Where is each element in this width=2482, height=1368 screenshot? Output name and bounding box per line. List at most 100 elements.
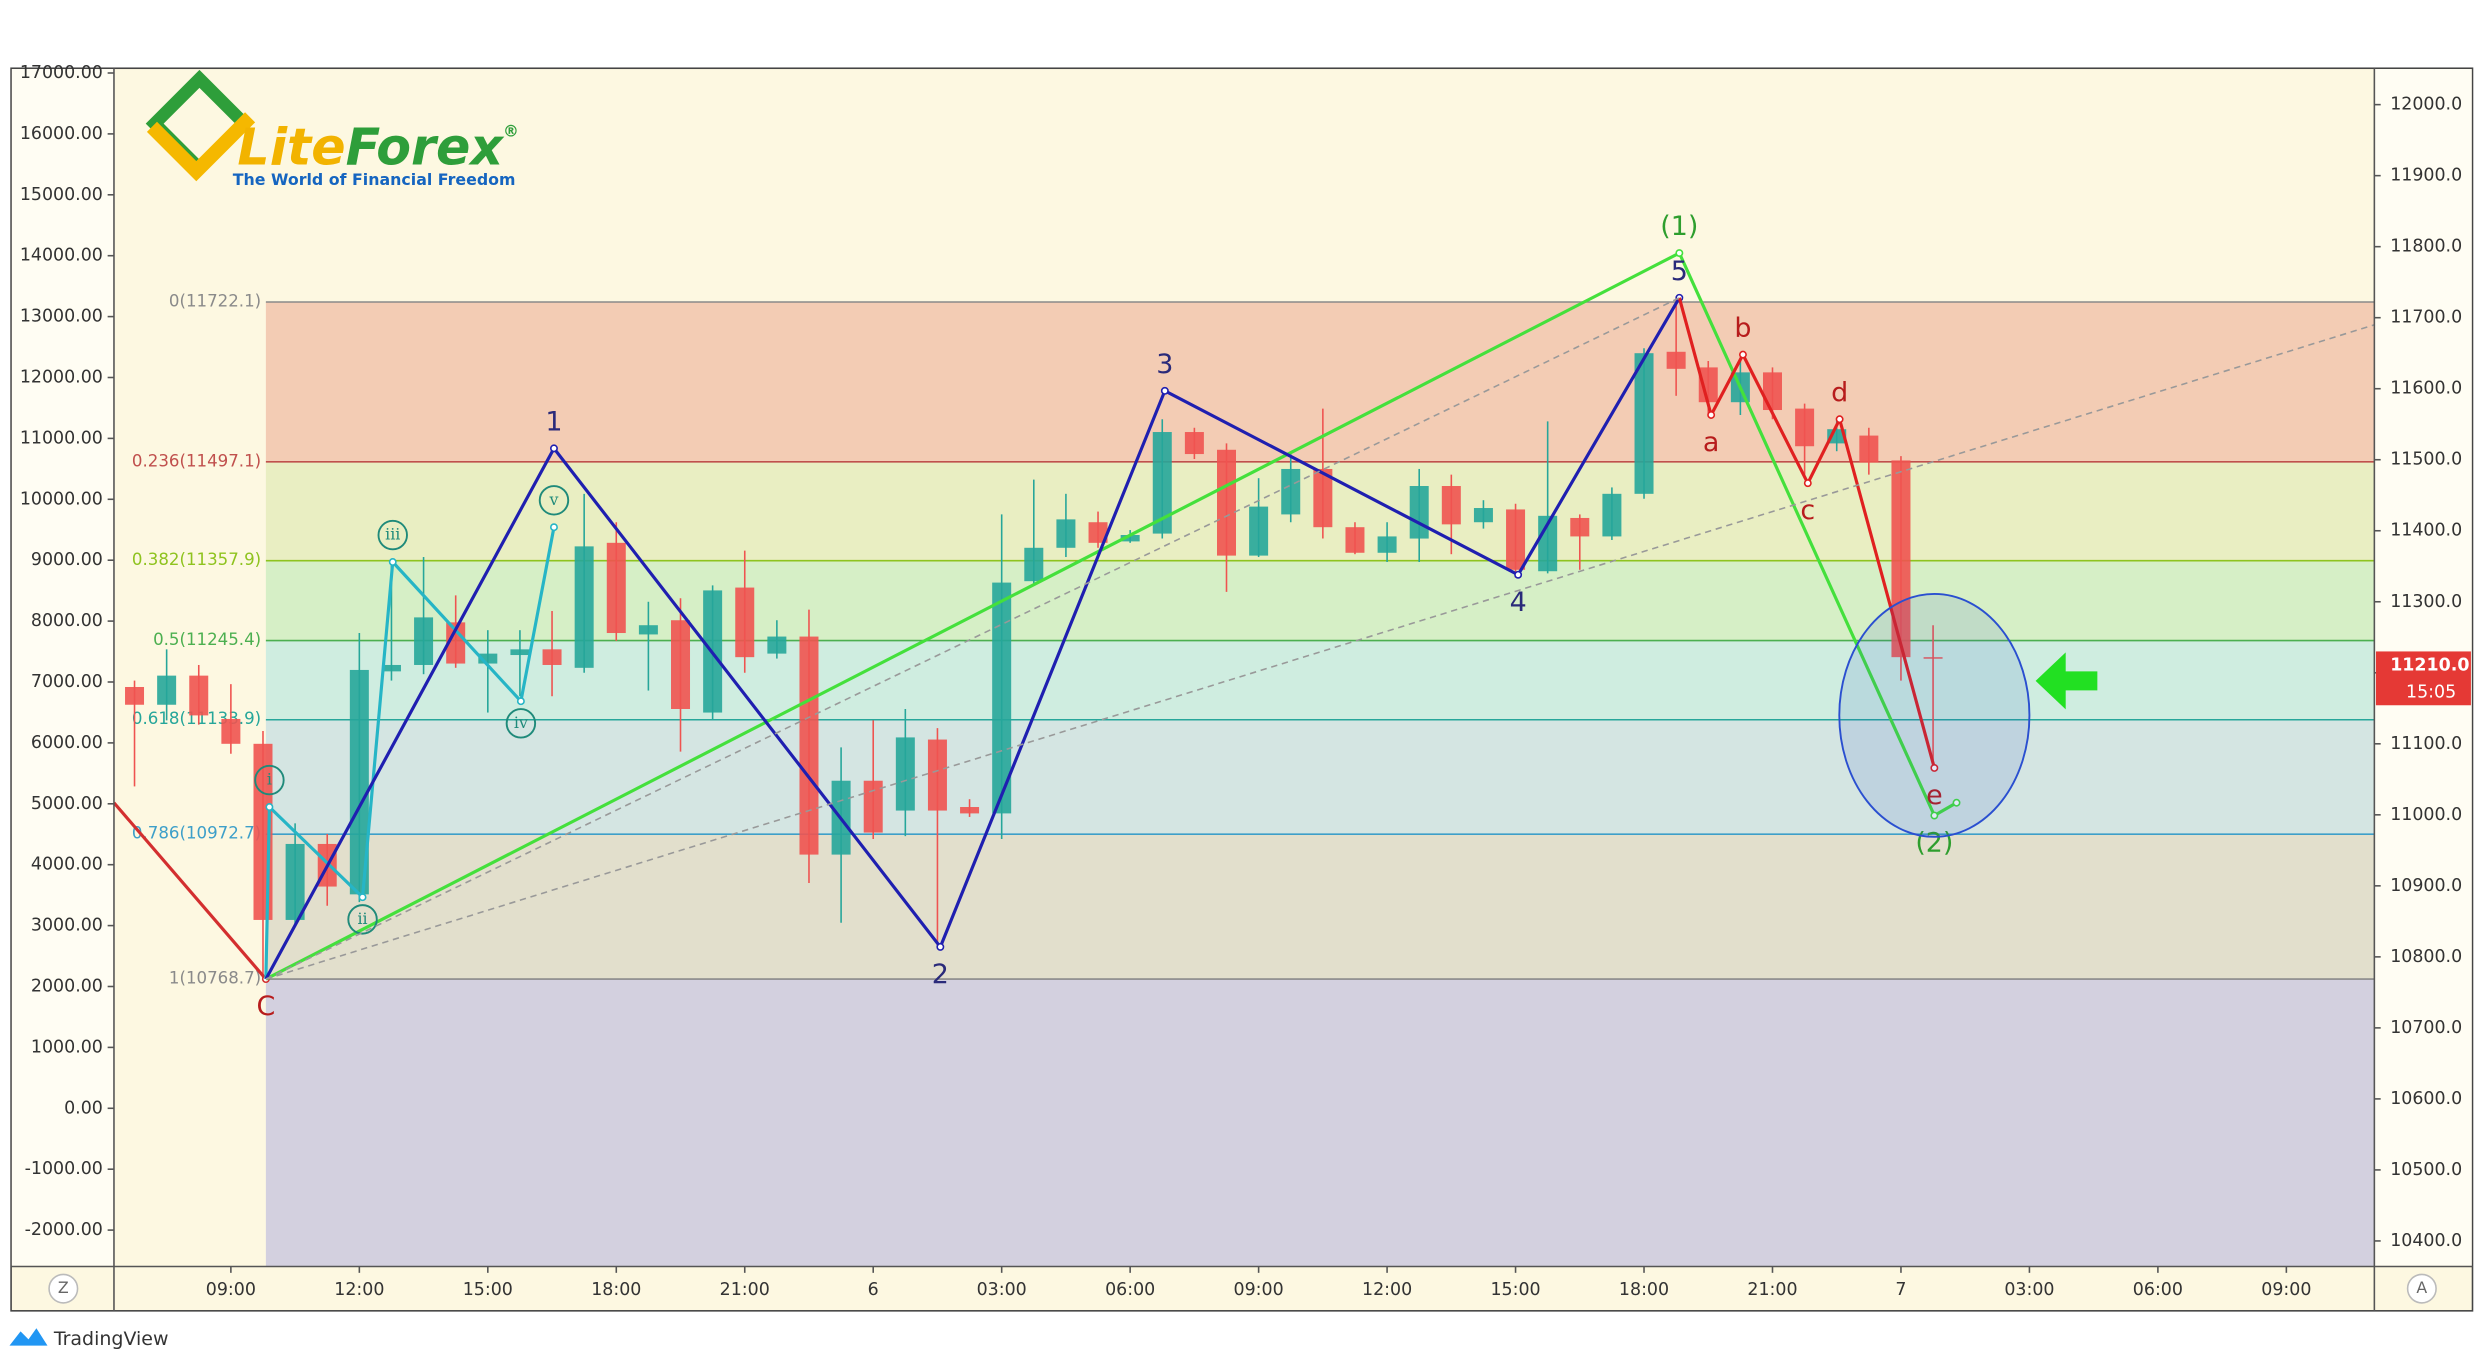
candle-body xyxy=(1024,547,1044,582)
candle-body xyxy=(1152,432,1172,534)
x-tick-label: 06:00 xyxy=(2133,1280,2183,1300)
y-tick-label: 15000.00 xyxy=(20,185,103,205)
candle-body xyxy=(960,807,980,814)
candle-body xyxy=(1441,486,1461,525)
candle-body xyxy=(381,664,401,672)
y2-tick-label: 11100.0 xyxy=(2390,734,2462,754)
logo-icon xyxy=(146,112,256,182)
wave-label: v xyxy=(549,490,559,509)
wave-label: e xyxy=(1926,780,1943,811)
wave-label: i xyxy=(267,770,272,789)
y-tick-label: 13000.00 xyxy=(20,307,103,327)
x-tick-label: 12:00 xyxy=(334,1280,384,1300)
wave-vertex xyxy=(1160,386,1169,395)
candle-body xyxy=(735,587,755,658)
y-tick-label: 0.00 xyxy=(64,1098,103,1118)
button-label[interactable]: Z xyxy=(58,1278,69,1297)
y-tick-label: 5000.00 xyxy=(31,794,103,814)
wave-label: 1 xyxy=(545,407,562,438)
logo: LiteForex® The World of Financial Freedo… xyxy=(145,69,519,189)
candle-body xyxy=(478,653,498,664)
candle-body xyxy=(1313,468,1333,528)
fib-zone xyxy=(265,301,2375,462)
wave-line xyxy=(1677,297,1936,769)
fib-label: 0.236(11497.1) xyxy=(132,451,261,470)
candle-body xyxy=(510,649,530,656)
fib-label: 1(10768.7) xyxy=(169,969,261,988)
candle-body xyxy=(125,686,145,705)
last-price-tag xyxy=(2375,651,2471,706)
candle-body xyxy=(1698,367,1718,403)
x-tick-label: 18:00 xyxy=(591,1280,641,1300)
wave-vertex xyxy=(265,803,274,811)
fib-zone xyxy=(265,834,2375,980)
candle-body xyxy=(671,620,691,710)
highlight-arrow xyxy=(2035,652,2098,710)
candle-body xyxy=(542,649,562,665)
wave-label: c xyxy=(1800,495,1815,526)
button[interactable] xyxy=(2406,1273,2437,1304)
candle-body xyxy=(1056,519,1076,548)
wave-label: iv xyxy=(514,713,528,732)
y2-tick-label: 11900.0 xyxy=(2390,166,2462,186)
candle-body xyxy=(1795,408,1815,447)
y-tick-label: 14000.00 xyxy=(20,246,103,266)
wave-line xyxy=(112,801,268,981)
candle-body xyxy=(157,675,177,705)
x-tick-label: 09:00 xyxy=(1234,1280,1284,1300)
wave-line xyxy=(265,250,1958,981)
trend-line xyxy=(265,324,2375,980)
wave-vertex xyxy=(936,942,945,951)
y2-tick-label: 10800.0 xyxy=(2390,947,2462,967)
y2-tick-label: 11300.0 xyxy=(2390,592,2462,612)
candle-body xyxy=(895,737,915,811)
candle-body xyxy=(1634,353,1654,494)
y-tick-label: -2000.00 xyxy=(25,1220,103,1240)
wave-label-circle xyxy=(254,764,285,796)
wave-label: ii xyxy=(357,909,367,928)
wave-label: C xyxy=(256,991,275,1022)
candle-body xyxy=(1377,536,1397,553)
candle-body xyxy=(927,739,947,811)
candle-body xyxy=(799,636,819,855)
candle-body xyxy=(1506,509,1526,570)
x-tick-label: 03:00 xyxy=(977,1280,1027,1300)
wave-vertex xyxy=(388,558,397,566)
candle-body xyxy=(1666,351,1686,369)
candle-body xyxy=(1762,372,1782,411)
left-axis-bg xyxy=(11,69,114,1266)
candle-body xyxy=(1120,535,1140,542)
candle-body xyxy=(446,622,466,664)
wave-label: b xyxy=(1734,313,1751,344)
candle-body xyxy=(1923,657,1943,659)
fib-label: 0.382(11357.9) xyxy=(132,550,261,569)
candle-body xyxy=(1473,508,1493,523)
candle-body xyxy=(414,617,434,665)
logo-text: LiteForex® xyxy=(237,117,518,176)
highlight-ellipse xyxy=(1838,593,2031,838)
y2-tick-label: 11500.0 xyxy=(2390,450,2462,470)
footer-brand: TradingView xyxy=(53,1328,169,1350)
wave-label: a xyxy=(1703,427,1719,458)
y2-tick-label: 10600.0 xyxy=(2390,1089,2462,1109)
wave-vertex xyxy=(1930,763,1939,772)
y-tick-label: -1000.00 xyxy=(25,1159,103,1179)
candle-body xyxy=(767,636,787,654)
y2-tick-label: 10500.0 xyxy=(2390,1160,2462,1180)
wave-vertex xyxy=(516,697,525,706)
x-tick-label: 15:00 xyxy=(463,1280,513,1300)
trend-line xyxy=(265,297,1680,980)
y-tick-label: 16000.00 xyxy=(20,124,103,144)
wave-vertex xyxy=(1707,411,1716,419)
y-tick-label: 4000.00 xyxy=(31,855,103,875)
y-tick-label: 8000.00 xyxy=(31,611,103,631)
y2-tick-label: 11400.0 xyxy=(2390,521,2462,541)
wave-vertex xyxy=(1952,798,1961,807)
wave-vertex xyxy=(358,893,367,902)
y-tick-label: 9000.00 xyxy=(31,550,103,570)
y-tick-label: 12000.00 xyxy=(20,367,103,387)
button[interactable] xyxy=(48,1273,79,1304)
button-label[interactable]: A xyxy=(2416,1278,2427,1297)
